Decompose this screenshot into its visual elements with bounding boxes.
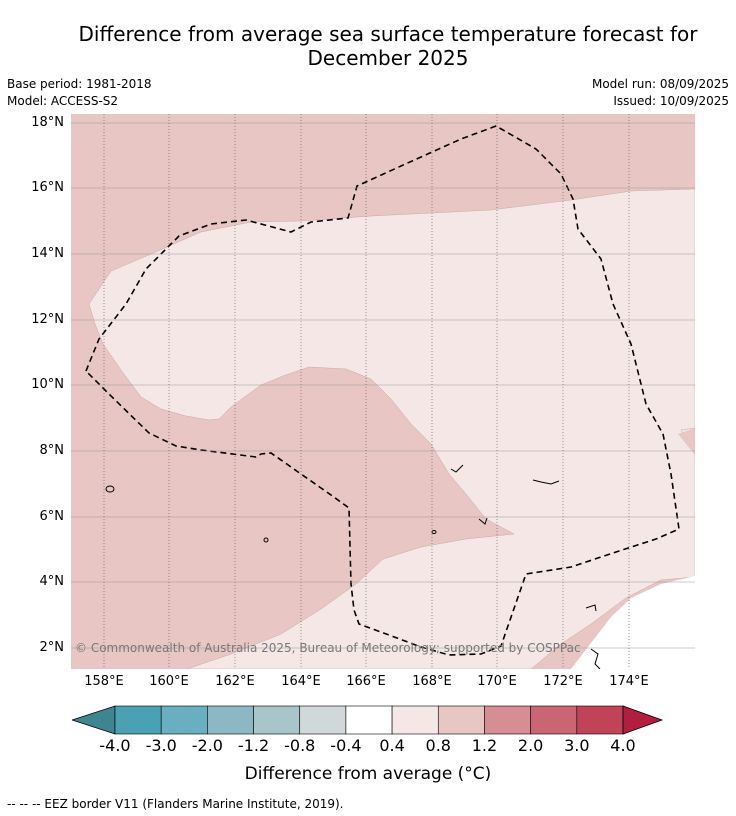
longitude-label: 170°E xyxy=(477,674,517,689)
latitude-label: 10°N xyxy=(31,377,64,392)
latitude-label: 12°N xyxy=(31,312,64,327)
colorbar-tick-label: 2.0 xyxy=(517,736,544,755)
colorbar-tick-label: -2.0 xyxy=(191,736,223,755)
colorbar-tick-label: -4.0 xyxy=(99,736,131,755)
model-run: Model run: 08/09/2025 xyxy=(591,77,729,91)
base-period: Base period: 1981-2018 xyxy=(7,77,152,91)
latitude-label: 6°N xyxy=(39,509,65,524)
longitude-label: 164°E xyxy=(281,674,321,689)
colorbar-segment xyxy=(437,705,485,735)
atoll-outline xyxy=(585,604,597,612)
latitude-label: 14°N xyxy=(31,246,64,261)
colorbar-segment xyxy=(253,705,301,735)
latitude-label: 16°N xyxy=(31,180,64,195)
anomaly-region-light-se xyxy=(571,576,695,669)
colorbar-segment xyxy=(391,705,439,735)
issued-date: Issued: 10/09/2025 xyxy=(613,94,729,108)
map-canvas xyxy=(71,114,695,669)
longitude-label: 160°E xyxy=(149,674,189,689)
colorbar-segment xyxy=(530,705,578,735)
colorbar-tick-label: -0.8 xyxy=(284,736,316,755)
colorbar-segment xyxy=(207,705,254,735)
model-name: Model: ACCESS-S2 xyxy=(7,94,119,108)
atoll-outline xyxy=(450,464,464,473)
latitude-label: 8°N xyxy=(39,443,65,458)
copyright-notice: © Commonwealth of Australia 2025, Bureau… xyxy=(75,641,581,655)
colorbar-low-extend xyxy=(72,705,116,735)
island-outline xyxy=(105,485,115,493)
metadata-left: Base period: 1981-2018 Model: ACCESS-S2 xyxy=(7,76,152,110)
gridlines xyxy=(71,114,695,669)
latitude-label: 4°N xyxy=(39,574,65,589)
longitude-label: 158°E xyxy=(84,674,124,689)
atoll-outline xyxy=(478,517,488,525)
colorbar-tick-label: 4.0 xyxy=(610,736,636,755)
latitude-label: 2°N xyxy=(39,640,65,655)
colorbar-tick-label: 3.0 xyxy=(564,736,590,755)
atoll-outline xyxy=(590,648,601,669)
colorbar-tick-label: 0.8 xyxy=(425,736,451,755)
eez-border xyxy=(85,125,680,656)
longitude-label: 162°E xyxy=(215,674,255,689)
colorbar-segment xyxy=(114,705,162,735)
colorbar-segment xyxy=(299,705,347,735)
colorbar-segment xyxy=(160,705,208,735)
longitude-label: 174°E xyxy=(609,674,649,689)
sst-anomaly-map xyxy=(71,114,695,669)
longitude-label: 172°E xyxy=(543,674,583,689)
eez-footnote: -- -- -- EEZ border V11 (Flanders Marine… xyxy=(7,797,344,811)
latitude-label: 18°N xyxy=(31,115,64,130)
colorbar xyxy=(72,705,664,735)
colorbar-segment xyxy=(345,705,393,735)
anomaly-region-east xyxy=(678,428,695,455)
colorbar-title: Difference from average (°C) xyxy=(244,764,492,784)
colorbar-tick-label: 1.2 xyxy=(471,736,498,755)
colorbar-tick-label: -1.2 xyxy=(237,736,270,755)
longitude-label: 166°E xyxy=(346,674,386,689)
colorbar-tick-label: -0.4 xyxy=(330,736,362,755)
colorbar-tick-label: -3.0 xyxy=(145,736,177,755)
anomaly-region-light xyxy=(88,188,695,669)
atoll-outline xyxy=(532,479,560,485)
longitude-label: 168°E xyxy=(412,674,452,689)
map-title: Difference from average sea surface temp… xyxy=(78,22,698,70)
metadata-right: Model run: 08/09/2025 Issued: 10/09/2025 xyxy=(592,76,729,110)
colorbar-high-extend xyxy=(622,705,664,735)
island-outline xyxy=(263,537,269,543)
colorbar-segment xyxy=(484,705,531,735)
colorbar-segment xyxy=(576,705,624,735)
colorbar-tick-label: 0.4 xyxy=(379,736,405,755)
